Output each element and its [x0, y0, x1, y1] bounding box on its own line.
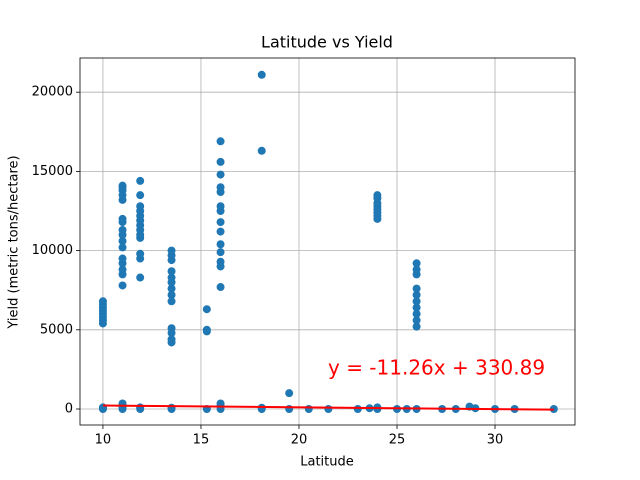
scatter-point	[136, 191, 145, 200]
scatter-point	[118, 265, 127, 274]
scatter-point	[257, 146, 266, 155]
x-tick-label: 15	[193, 433, 210, 448]
scatter-point	[136, 202, 145, 211]
scatter-point	[136, 176, 145, 185]
chart-title: Latitude vs Yield	[261, 33, 393, 52]
scatter-point	[216, 137, 225, 146]
scatter-point	[285, 389, 294, 398]
scatter-point	[216, 248, 225, 257]
x-tick-label: 10	[95, 433, 112, 448]
scatter-point	[216, 157, 225, 166]
scatter-point	[412, 322, 421, 331]
scatter-point	[167, 267, 176, 276]
scatter-point	[324, 405, 333, 414]
scatter-point	[412, 259, 421, 268]
scatter-point	[216, 283, 225, 292]
x-axis-label: Latitude	[300, 455, 354, 470]
scatter-point	[216, 170, 225, 179]
scatter-point	[136, 273, 145, 282]
scatter-point	[118, 226, 127, 235]
scatter-point	[216, 257, 225, 266]
scatter-point	[118, 214, 127, 223]
scatter-point	[118, 254, 127, 263]
scatter-point	[167, 324, 176, 333]
scatter-point	[412, 309, 421, 318]
y-tick-label: 10000	[32, 243, 73, 258]
scatter-point	[216, 202, 225, 211]
scatter-point	[216, 183, 225, 192]
scatter-point	[136, 403, 145, 412]
y-tick-label: 0	[65, 402, 73, 417]
scatter-point	[118, 237, 127, 246]
scatter-point	[412, 284, 421, 293]
scatter-point	[202, 325, 211, 334]
scatter-point	[285, 405, 294, 414]
scatter-point	[412, 265, 421, 274]
scatter-point	[353, 405, 362, 414]
x-tick-label: 30	[487, 433, 504, 448]
scatter-point	[118, 181, 127, 190]
scatter-point	[304, 405, 313, 414]
scatter-point	[412, 303, 421, 312]
scatter-point	[167, 290, 176, 299]
x-tick-label: 20	[291, 433, 308, 448]
scatter-point	[412, 297, 421, 306]
scatter-point	[216, 218, 225, 227]
scatter-point	[98, 297, 107, 306]
y-tick-label: 20000	[32, 85, 73, 100]
annotation: y = -11.26x + 330.89	[328, 356, 545, 380]
scatter-point	[136, 249, 145, 258]
scatter-point	[216, 227, 225, 236]
x-tick-label: 25	[389, 433, 406, 448]
scatter-point	[167, 284, 176, 293]
scatter-point	[167, 335, 176, 344]
y-axis-label: Yield (metric tons/hectare)	[7, 155, 22, 329]
scatter-point	[118, 281, 127, 290]
scatter-point	[216, 399, 225, 408]
y-tick-label: 5000	[40, 322, 73, 337]
scatter-point	[257, 70, 266, 79]
scatter-point	[167, 273, 176, 282]
scatter-point	[118, 243, 127, 252]
scatter-point	[412, 290, 421, 299]
plot-frame	[79, 57, 576, 426]
regression-line	[102, 404, 554, 411]
scatter-point	[167, 246, 176, 255]
scatter-point	[167, 297, 176, 306]
scatter-point	[202, 305, 211, 314]
y-tick-label: 15000	[32, 164, 73, 179]
scatter-point	[373, 191, 382, 200]
scatter-point	[412, 316, 421, 325]
scatter-point	[216, 240, 225, 249]
scatter-point	[167, 403, 176, 412]
